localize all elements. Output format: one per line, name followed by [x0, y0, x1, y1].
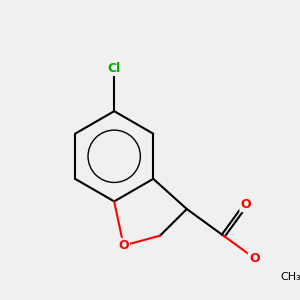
Text: O: O [241, 198, 251, 211]
Text: CH₃: CH₃ [280, 272, 300, 282]
Text: O: O [249, 252, 260, 265]
Text: Cl: Cl [108, 62, 121, 75]
Text: O: O [118, 239, 129, 252]
